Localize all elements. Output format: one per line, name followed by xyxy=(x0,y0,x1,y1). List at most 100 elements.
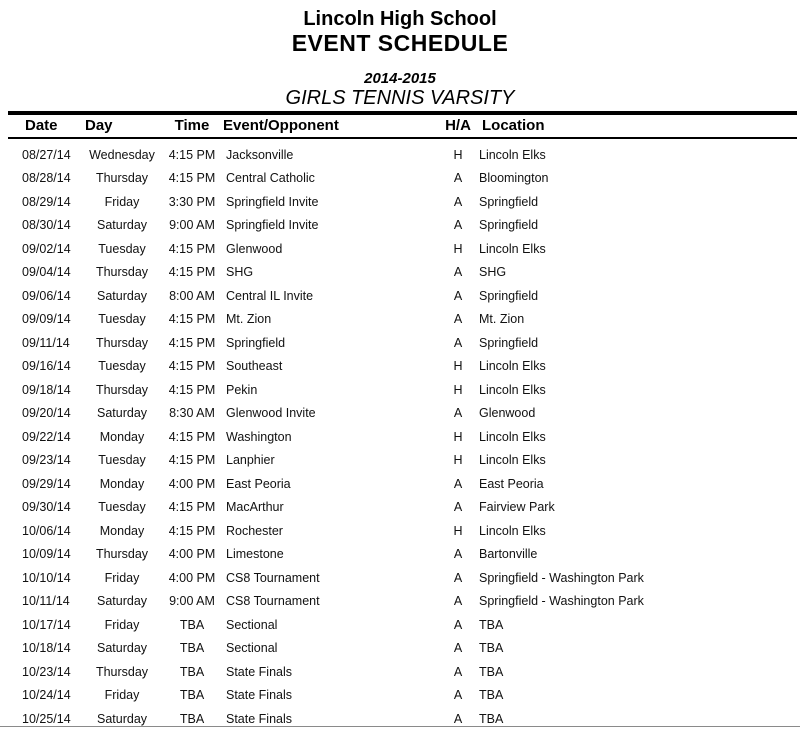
event-date: 10/09/14 xyxy=(22,547,71,562)
event-day: Tuesday xyxy=(98,312,146,327)
event-date: 09/22/14 xyxy=(22,429,71,444)
event-location: Bloomington xyxy=(479,171,549,186)
event-location: Lincoln Elks xyxy=(479,147,546,162)
event-opponent: Springfield Invite xyxy=(226,218,319,233)
event-date: 09/29/14 xyxy=(22,476,71,491)
event-time: 4:15 PM xyxy=(168,265,216,280)
event-date: 09/16/14 xyxy=(22,359,71,374)
event-opponent: MacArthur xyxy=(226,500,284,515)
schedule-row: 09/04/14 Thursday 4:15 PM SHG A SHG xyxy=(8,261,797,285)
event-time: 3:30 PM xyxy=(168,194,216,209)
event-date: 10/11/14 xyxy=(22,594,70,609)
schedule-row: 08/29/14 Friday 3:30 PM Springfield Invi… xyxy=(8,190,797,214)
event-home-away: H xyxy=(453,453,463,468)
event-opponent: Sectional xyxy=(226,617,278,632)
event-date: 10/17/14 xyxy=(22,617,71,632)
event-date: 09/18/14 xyxy=(22,382,71,397)
event-opponent: Rochester xyxy=(226,523,283,538)
event-location: Fairview Park xyxy=(479,500,555,515)
event-opponent: Washington xyxy=(226,429,292,444)
column-header-home-away: H/A xyxy=(440,111,476,139)
team-name: GIRLS TENNIS VARSITY xyxy=(285,87,515,109)
schedule-row: 10/25/14 Saturday TBA State Finals A TBA xyxy=(8,707,797,731)
event-opponent: Springfield xyxy=(226,335,286,350)
event-opponent: Jacksonville xyxy=(226,147,294,162)
event-day: Tuesday xyxy=(98,500,146,515)
schedule-table: Date Day Time Event/Opponent H/A Locatio… xyxy=(8,111,797,731)
event-location: TBA xyxy=(479,664,504,679)
event-home-away: H xyxy=(453,523,463,538)
column-header-location: Location xyxy=(476,111,797,139)
schedule-row: 09/18/14 Thursday 4:15 PM Pekin H Lincol… xyxy=(8,378,797,402)
event-day: Monday xyxy=(99,523,145,538)
schedule-row: 10/06/14 Monday 4:15 PM Rochester H Linc… xyxy=(8,519,797,543)
event-home-away: H xyxy=(453,382,463,397)
event-home-away: H xyxy=(453,241,463,256)
schedule-row: 09/06/14 Saturday 8:00 AM Central IL Inv… xyxy=(8,284,797,308)
event-home-away: A xyxy=(453,641,463,656)
event-home-away: A xyxy=(453,406,463,421)
event-home-away: A xyxy=(453,171,463,186)
event-location: Lincoln Elks xyxy=(479,241,546,256)
event-date: 08/30/14 xyxy=(22,218,71,233)
event-time: 8:00 AM xyxy=(169,288,215,303)
event-opponent: SHG xyxy=(226,265,254,280)
event-date: 09/30/14 xyxy=(22,500,71,515)
event-time: TBA xyxy=(179,617,205,632)
schedule-body: 08/27/14 Wednesday 4:15 PM Jacksonville … xyxy=(8,138,797,731)
schedule-row: 09/23/14 Tuesday 4:15 PM Lanphier H Linc… xyxy=(8,449,797,473)
schedule-row: 08/27/14 Wednesday 4:15 PM Jacksonville … xyxy=(8,138,797,167)
event-date: 09/20/14 xyxy=(22,406,71,421)
schedule-row: 08/30/14 Saturday 9:00 AM Springfield In… xyxy=(8,214,797,238)
event-time: 4:15 PM xyxy=(168,335,216,350)
event-date: 10/18/14 xyxy=(22,641,71,656)
schedule-row: 09/20/14 Saturday 8:30 AM Glenwood Invit… xyxy=(8,402,797,426)
event-time: 8:30 AM xyxy=(169,406,215,421)
event-location: SHG xyxy=(479,265,507,280)
event-opponent: Sectional xyxy=(226,641,278,656)
event-location: Lincoln Elks xyxy=(479,359,546,374)
event-home-away: A xyxy=(453,570,463,585)
schedule-row: 09/02/14 Tuesday 4:15 PM Glenwood H Linc… xyxy=(8,237,797,261)
event-home-away: A xyxy=(453,547,463,562)
event-home-away: A xyxy=(453,218,463,233)
event-date: 09/23/14 xyxy=(22,453,71,468)
event-location: Springfield xyxy=(479,335,539,350)
event-location: East Peoria xyxy=(479,476,544,491)
event-opponent: Central Catholic xyxy=(226,171,315,186)
event-opponent: Springfield Invite xyxy=(226,194,319,209)
event-date: 09/04/14 xyxy=(22,265,71,280)
event-home-away: A xyxy=(453,594,463,609)
event-time: 9:00 AM xyxy=(169,218,215,233)
event-time: 4:15 PM xyxy=(168,171,216,186)
schedule-row: 10/10/14 Friday 4:00 PM CS8 Tournament A… xyxy=(8,566,797,590)
event-location: TBA xyxy=(479,688,504,703)
event-opponent: Glenwood Invite xyxy=(226,406,316,421)
event-home-away: H xyxy=(453,429,463,444)
schedule-row: 10/09/14 Thursday 4:00 PM Limestone A Ba… xyxy=(8,543,797,567)
event-location: Springfield xyxy=(479,288,539,303)
school-name: Lincoln High School xyxy=(303,8,497,30)
event-time: 4:00 PM xyxy=(168,570,216,585)
schedule-row: 09/29/14 Monday 4:00 PM East Peoria A Ea… xyxy=(8,472,797,496)
schedule-row: 09/22/14 Monday 4:15 PM Washington H Lin… xyxy=(8,425,797,449)
event-location: TBA xyxy=(479,617,504,632)
event-home-away: A xyxy=(453,312,463,327)
schedule-row: 10/23/14 Thursday TBA State Finals A TBA xyxy=(8,660,797,684)
schedule-row: 10/11/14 Saturday 9:00 AM CS8 Tournament… xyxy=(8,590,797,614)
event-opponent: Limestone xyxy=(226,547,284,562)
event-date: 08/27/14 xyxy=(22,147,71,162)
event-day: Thursday xyxy=(95,664,149,679)
event-day: Tuesday xyxy=(98,241,146,256)
event-opponent: Pekin xyxy=(226,382,258,397)
bottom-divider xyxy=(0,726,800,727)
event-home-away: H xyxy=(453,359,463,374)
event-time: TBA xyxy=(179,664,205,679)
event-date: 10/23/14 xyxy=(22,664,71,679)
event-day: Thursday xyxy=(95,171,149,186)
event-location: Springfield - Washington Park xyxy=(479,570,644,585)
event-day: Tuesday xyxy=(98,359,146,374)
event-opponent: State Finals xyxy=(226,711,293,726)
event-day: Saturday xyxy=(96,218,148,233)
